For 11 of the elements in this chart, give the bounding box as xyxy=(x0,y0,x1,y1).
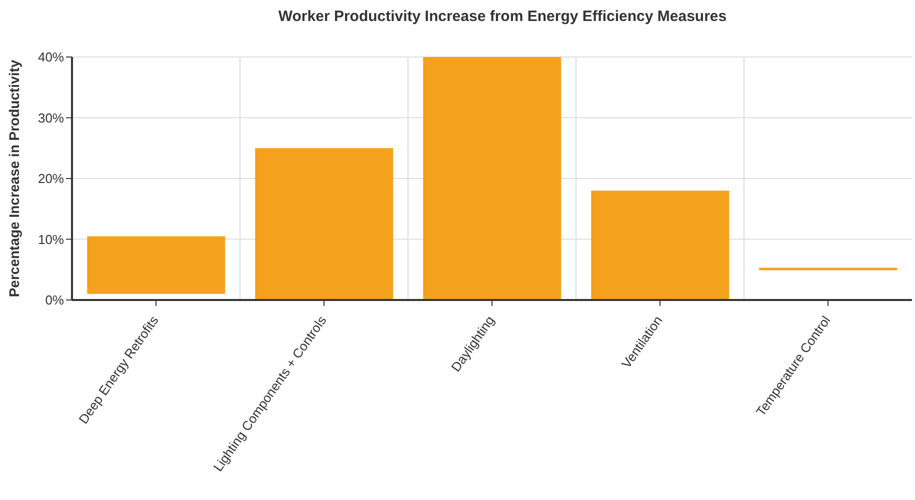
y-axis-title: Percentage Increase in Productivity xyxy=(6,60,22,298)
bar xyxy=(87,236,226,294)
bar xyxy=(591,190,730,300)
y-tick-label: 30% xyxy=(38,110,64,126)
bar xyxy=(255,148,394,300)
y-tick-label: 20% xyxy=(38,171,64,186)
chart-title: Worker Productivity Increase from Energy Efficiency Measures xyxy=(277,8,728,25)
y-tick-label: 0% xyxy=(45,292,64,308)
bar xyxy=(423,57,562,300)
y-tick-label: 40% xyxy=(38,50,64,65)
y-tick-label: 10% xyxy=(38,232,64,247)
